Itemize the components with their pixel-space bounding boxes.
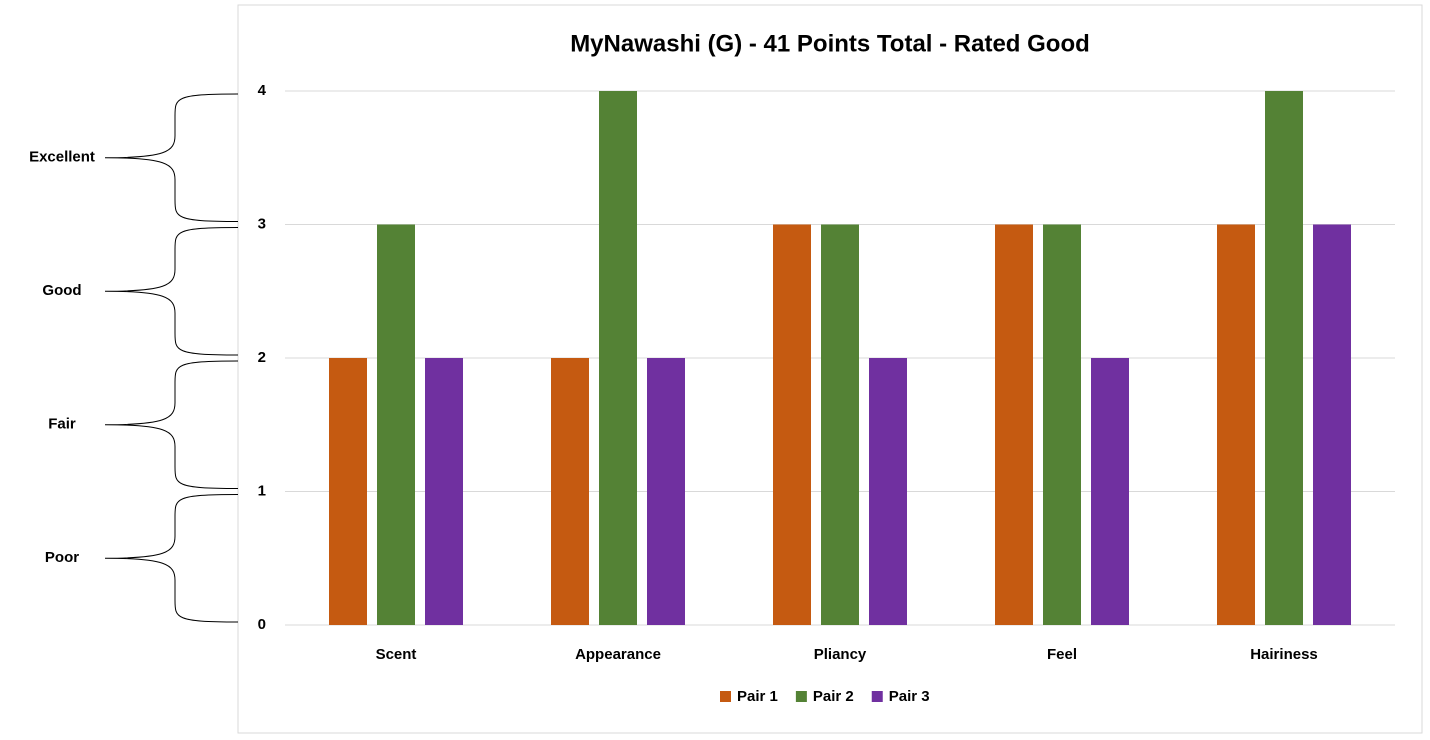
bar <box>425 358 463 625</box>
bar <box>599 91 637 625</box>
bar <box>821 224 859 625</box>
legend-label: Pair 3 <box>889 688 930 705</box>
legend-swatch <box>871 691 883 702</box>
x-tick-label: Feel <box>1047 646 1077 663</box>
chart-title: MyNawashi (G) - 41 Points Total - Rated … <box>570 30 1090 57</box>
y-tick-label: 1 <box>258 482 266 499</box>
legend-swatch <box>795 691 807 702</box>
bar <box>1043 224 1081 625</box>
legend-swatch <box>720 691 731 702</box>
annotation: Fair <box>48 416 76 433</box>
y-tick-label: 3 <box>258 215 266 232</box>
y-tick-label: 4 <box>258 82 267 99</box>
annotation: Poor <box>45 549 79 566</box>
legend-label: Pair 1 <box>737 688 778 705</box>
bar <box>1265 91 1303 625</box>
bar <box>647 358 685 625</box>
bar <box>329 358 367 625</box>
bar <box>1313 224 1351 625</box>
bar <box>995 224 1033 625</box>
x-tick-label: Scent <box>376 646 417 663</box>
annotation: Good <box>42 282 81 299</box>
brace <box>104 494 239 623</box>
bar <box>773 224 811 625</box>
brace <box>104 360 239 489</box>
bar <box>377 224 415 625</box>
y-tick-label: 2 <box>258 349 266 366</box>
x-tick-label: Hairiness <box>1250 646 1318 663</box>
bar <box>869 358 907 625</box>
y-tick-label: 0 <box>258 616 266 633</box>
brace <box>104 227 239 356</box>
bar <box>1217 224 1255 625</box>
annotation: Excellent <box>29 149 95 166</box>
brace <box>104 93 239 222</box>
legend-label: Pair 2 <box>813 688 854 705</box>
bar <box>551 358 589 625</box>
x-tick-label: Appearance <box>575 646 661 663</box>
x-tick-label: Pliancy <box>814 646 867 663</box>
bar <box>1091 358 1129 625</box>
